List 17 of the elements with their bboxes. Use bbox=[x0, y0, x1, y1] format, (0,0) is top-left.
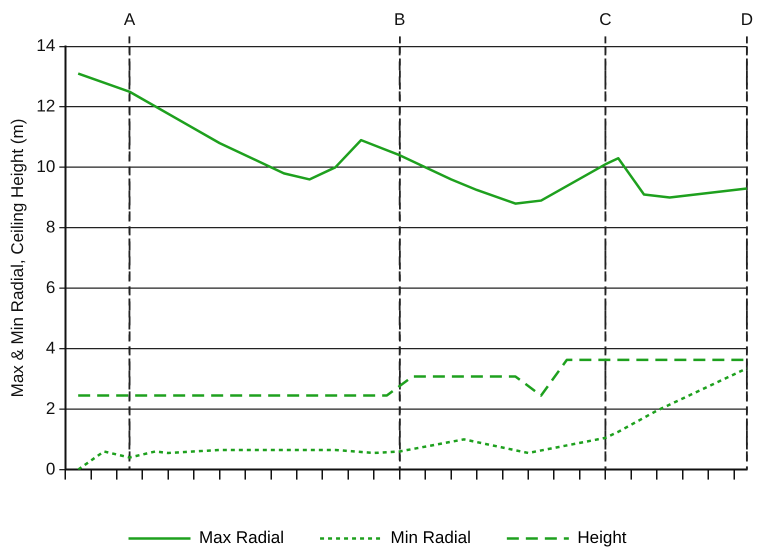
y-tick-label: 6 bbox=[46, 278, 56, 297]
y-tick-label: 4 bbox=[46, 338, 56, 358]
x-tick-label: A bbox=[124, 10, 136, 29]
y-tick-label: 2 bbox=[46, 398, 56, 418]
legend-label: Max Radial bbox=[199, 528, 284, 548]
y-axis-title: Max & Min Radial, Ceiling Height (m) bbox=[8, 118, 27, 398]
legend-label: Min Radial bbox=[390, 528, 471, 548]
y-tick-label: 8 bbox=[46, 217, 56, 236]
x-tick-label: B bbox=[394, 10, 406, 29]
y-tick-label: 14 bbox=[36, 36, 56, 56]
y-tick-label: 0 bbox=[46, 459, 56, 478]
x-tick-label: C bbox=[599, 10, 612, 29]
line-series bbox=[76, 367, 748, 470]
y-tick-label: 12 bbox=[36, 96, 56, 116]
x-tick-label: D bbox=[740, 10, 753, 29]
y-tick-label: 10 bbox=[36, 157, 56, 176]
legend-label: Height bbox=[577, 528, 627, 548]
